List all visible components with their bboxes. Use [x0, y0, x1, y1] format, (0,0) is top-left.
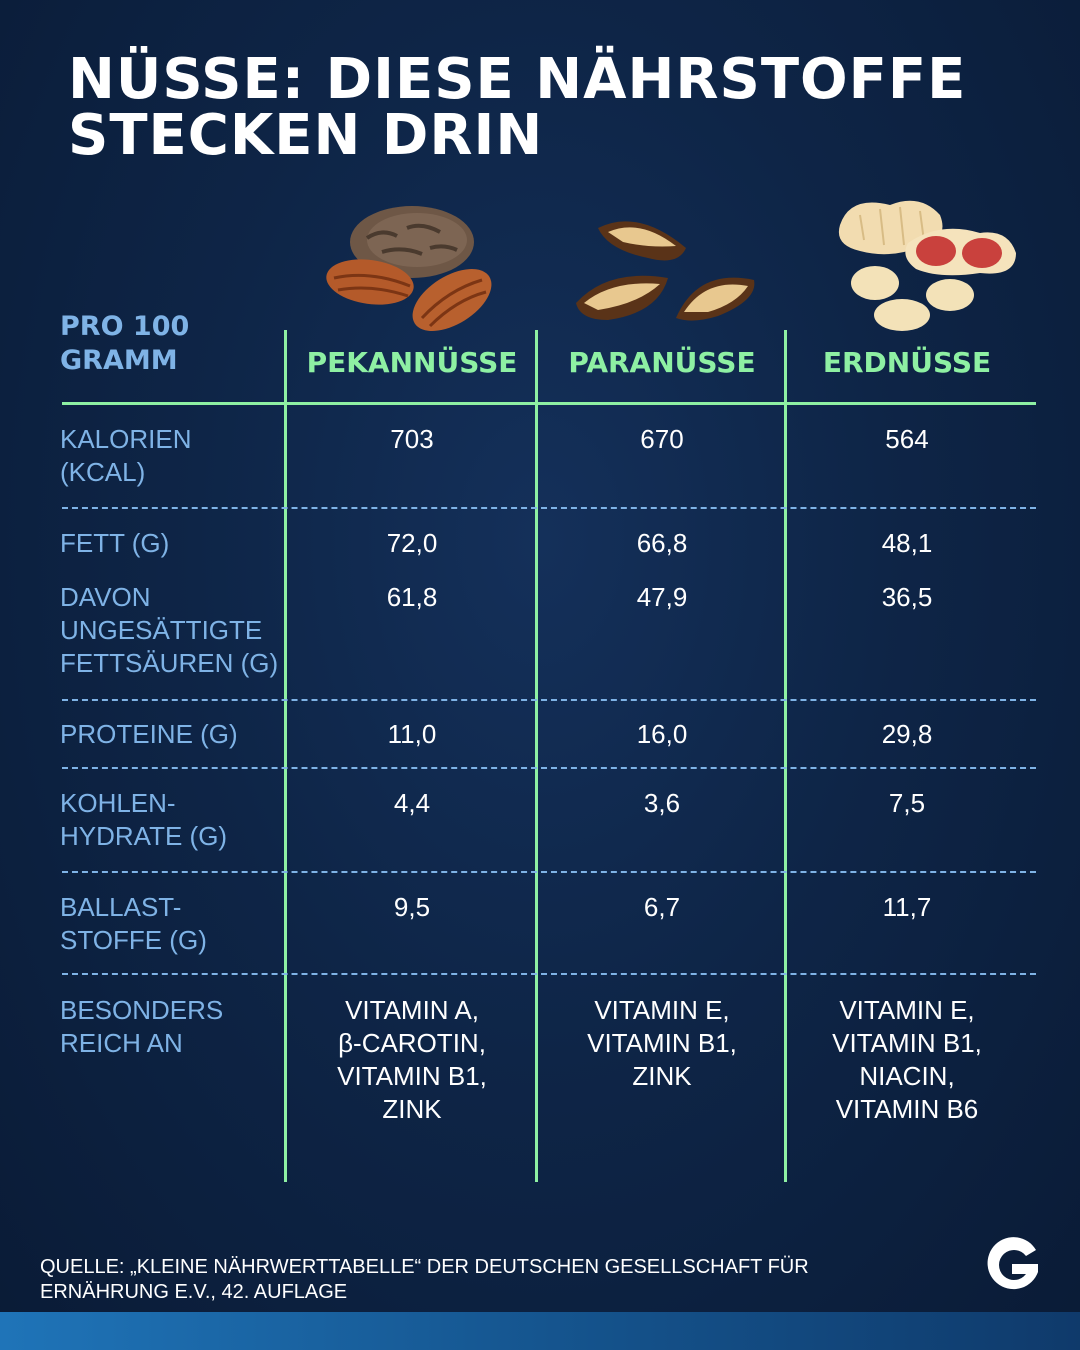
- row-label-proteine: PROTEINE (G): [60, 719, 238, 749]
- cell-kalorien-pekan: 703: [390, 424, 434, 454]
- cell-proteine-erd: 29,8: [881, 719, 933, 749]
- pecan-nuts-icon: [326, 206, 492, 331]
- row-divider: [62, 507, 1036, 509]
- column-divider: [535, 330, 538, 1182]
- row-label-ballaststoffe: BALLAST- STOFFE (G): [60, 892, 207, 955]
- cell-kalorien-erd: 564: [885, 424, 929, 454]
- column-divider: [784, 330, 787, 1182]
- cell-ungesaettigt-pekan: 61,8: [386, 582, 438, 612]
- row-divider: [62, 767, 1036, 769]
- brazil-nuts-icon: [576, 221, 755, 321]
- cell-ungesaettigt-erd: 36,5: [881, 582, 933, 612]
- row-label-besonders-reich-an: BESONDERS REICH AN: [60, 995, 224, 1058]
- column-header-erdnuesse: ERDNÜSSE: [822, 346, 992, 379]
- brand-logo-icon: [987, 1237, 1038, 1290]
- peanuts-icon: [838, 200, 1016, 331]
- cell-kohlenhydrate-pekan: 4,4: [393, 788, 431, 818]
- row-divider: [62, 871, 1036, 873]
- cell-kohlenhydrate-erd: 7,5: [888, 788, 926, 818]
- cell-fett-erd: 48,1: [881, 528, 933, 558]
- bottom-bar: [0, 1312, 1080, 1350]
- cell-reich-an-pekan: VITAMIN A, β-CAROTIN, VITAMIN B1, ZINK: [337, 995, 487, 1124]
- row-label-kohlenhydrate: KOHLEN- HYDRATE (G): [60, 788, 228, 851]
- cell-reich-an-erd: VITAMIN E, VITAMIN B1, NIACIN, VITAMIN B…: [832, 995, 982, 1124]
- source-note: QUELLE: „KLEINE NÄHRWERTTABELLE“ DER DEU…: [40, 1256, 809, 1303]
- column-header-paranuesse: PARANÜSSE: [568, 346, 756, 379]
- row-label-kalorien: KALORIEN (KCAL): [60, 424, 192, 487]
- row-divider: [62, 699, 1036, 701]
- cell-reich-an-para: VITAMIN E, VITAMIN B1, ZINK: [587, 995, 737, 1091]
- cell-ballaststoffe-pekan: 9,5: [393, 892, 431, 922]
- cell-kalorien-para: 670: [640, 424, 684, 454]
- column-header-pekannuesse: PEKANNÜSSE: [306, 346, 518, 379]
- cell-ballaststoffe-para: 6,7: [643, 892, 681, 922]
- row-divider: [62, 973, 1036, 975]
- title-line-1: NÜSSE: DIESE NÄHRSTOFFE: [68, 47, 967, 112]
- cell-proteine-para: 16,0: [636, 719, 688, 749]
- column-divider: [284, 330, 287, 1182]
- page-title: NÜSSE: DIESE NÄHRSTOFFE STECKEN DRIN: [68, 52, 966, 164]
- row-label-ungesaettigte-fettsaeuren: DAVON UNGESÄTTIGTE FETTSÄUREN (G): [60, 582, 279, 678]
- cell-fett-para: 66,8: [636, 528, 688, 558]
- cell-ballaststoffe-erd: 11,7: [882, 892, 932, 922]
- corner-label: PRO 100 GRAMM: [60, 311, 190, 376]
- row-label-fett: FETT (G): [60, 528, 170, 558]
- cell-fett-pekan: 72,0: [386, 528, 438, 558]
- title-line-2: STECKEN DRIN: [68, 103, 544, 168]
- cell-proteine-pekan: 11,0: [387, 719, 437, 749]
- cell-kohlenhydrate-para: 3,6: [643, 788, 681, 818]
- header-divider: [62, 402, 1036, 405]
- cell-ungesaettigt-para: 47,9: [636, 582, 688, 612]
